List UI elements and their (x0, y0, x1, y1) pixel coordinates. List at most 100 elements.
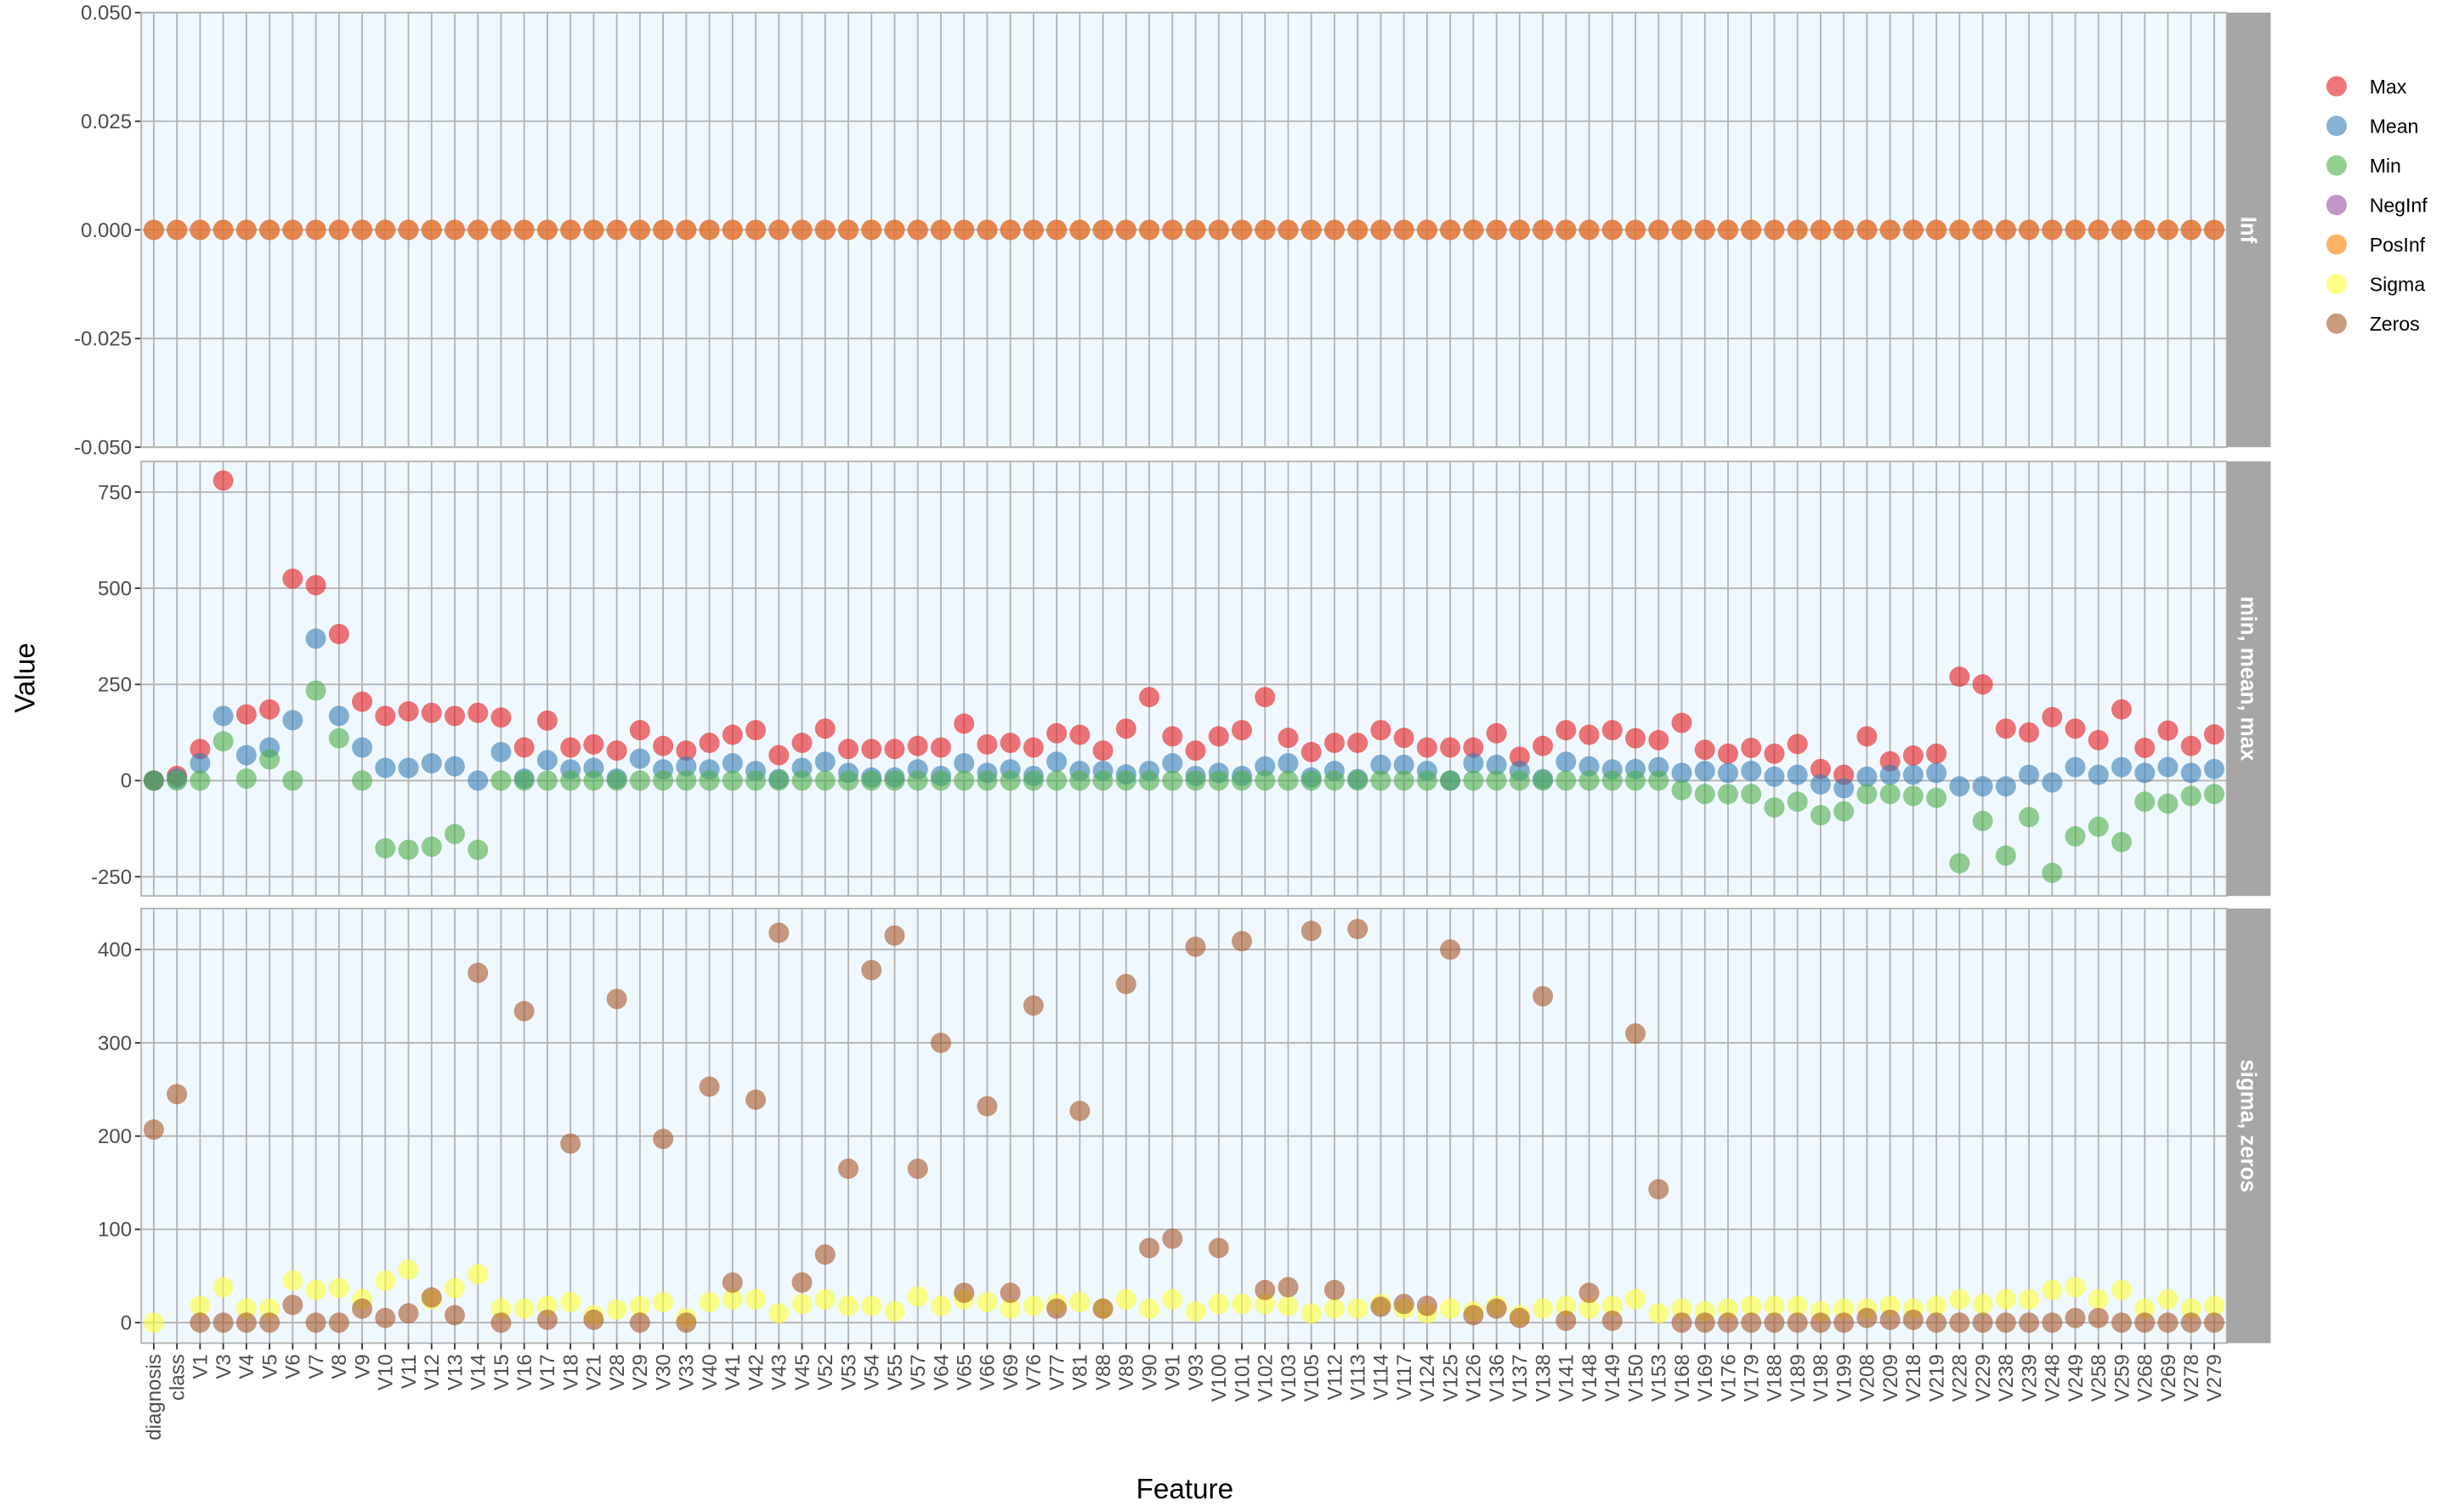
data-point (930, 1032, 951, 1053)
data-point (1255, 770, 1276, 791)
data-point (1278, 1295, 1299, 1317)
data-point (190, 1312, 211, 1334)
data-point (2088, 1288, 2109, 1310)
data-point (1115, 770, 1136, 791)
data-point (1926, 1295, 1947, 1317)
data-point (977, 770, 998, 791)
data-point (1764, 1295, 1785, 1317)
data-point (1463, 1305, 1484, 1326)
data-point (2065, 219, 2086, 241)
data-point (375, 219, 396, 241)
data-point (930, 1295, 951, 1317)
data-point (1069, 770, 1091, 791)
data-point (1486, 219, 1507, 241)
data-point (1879, 219, 1901, 241)
data-point (1509, 770, 1530, 791)
data-point (791, 770, 813, 791)
data-point (2065, 826, 2086, 847)
data-point (143, 1119, 164, 1141)
data-point (560, 770, 581, 791)
data-point (1347, 1298, 1368, 1319)
data-point (838, 1158, 859, 1180)
data-point (1533, 219, 1554, 241)
x-tick-label: V5 (258, 1354, 281, 1379)
data-point (930, 737, 951, 758)
data-point (606, 740, 627, 762)
data-point (235, 1312, 257, 1334)
y-tick-label: 200 (98, 1125, 132, 1148)
data-point (1185, 1301, 1206, 1322)
data-point (722, 1272, 743, 1294)
data-point (1972, 219, 1993, 241)
data-point (1370, 219, 1391, 241)
x-tick-label: V238 (1995, 1354, 2018, 1402)
x-tick-label: V13 (444, 1354, 467, 1390)
data-point (1162, 753, 1183, 774)
data-point (468, 770, 489, 791)
data-point (536, 1295, 558, 1317)
y-tick-label: 0.000 (81, 219, 132, 242)
data-point (328, 728, 349, 749)
data-point (1069, 1101, 1091, 1122)
data-point (468, 962, 489, 983)
data-point (1833, 1298, 1855, 1319)
data-point (653, 219, 674, 241)
data-point (861, 1295, 882, 1317)
data-point (1578, 756, 1600, 777)
data-point (1393, 728, 1414, 749)
data-point (259, 699, 280, 720)
data-point (1995, 1312, 2016, 1334)
data-point (1995, 776, 2016, 797)
data-point (305, 1279, 326, 1300)
data-point (190, 1295, 211, 1317)
data-point (398, 700, 419, 722)
y-tick-label: 750 (98, 481, 132, 504)
data-point (1208, 1294, 1229, 1315)
data-point (653, 1129, 674, 1150)
data-point (1787, 219, 1808, 241)
data-point (699, 733, 720, 754)
data-point (1949, 776, 1970, 797)
data-point (1162, 726, 1183, 747)
data-point (2180, 785, 2202, 807)
y-tick-label: 100 (98, 1219, 132, 1242)
x-tick-label: V6 (282, 1354, 305, 1379)
data-point (375, 1270, 396, 1291)
data-point (1323, 770, 1345, 791)
data-point (305, 575, 326, 596)
data-point (814, 1288, 836, 1310)
data-point (212, 705, 234, 727)
data-point (791, 1272, 813, 1294)
data-point (1046, 751, 1068, 773)
data-point (653, 735, 674, 756)
data-point (977, 1292, 998, 1313)
data-point (1185, 219, 1206, 241)
data-point (814, 770, 836, 791)
data-point (861, 960, 882, 981)
data-point (606, 219, 627, 241)
x-tick-label: V54 (861, 1354, 884, 1390)
data-point (1533, 986, 1554, 1007)
data-point (606, 1299, 627, 1320)
data-point (235, 704, 257, 725)
data-point (2134, 762, 2156, 784)
data-point (2042, 706, 2063, 728)
data-point (2111, 1312, 2132, 1334)
x-tick-label: V100 (1208, 1354, 1231, 1402)
x-tick-label: V89 (1115, 1354, 1138, 1390)
data-point (444, 824, 465, 845)
data-point (722, 770, 743, 791)
data-point (421, 753, 442, 774)
data-point (2157, 1288, 2179, 1310)
data-point (676, 1312, 697, 1334)
x-tick-label: V228 (1949, 1354, 1972, 1402)
data-point (2180, 762, 2202, 784)
data-point (1509, 746, 1530, 767)
data-point (444, 219, 465, 241)
data-point (1995, 845, 2016, 866)
x-tick-label: V88 (1092, 1354, 1115, 1390)
data-point (421, 836, 442, 858)
data-point (583, 733, 604, 755)
data-point (259, 749, 280, 770)
data-point (421, 702, 442, 723)
